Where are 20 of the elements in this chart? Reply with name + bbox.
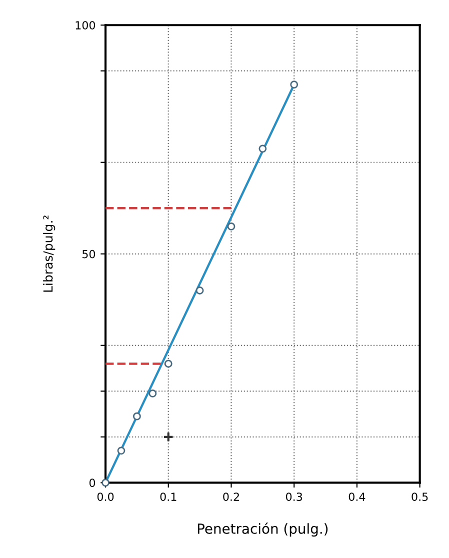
x-tick-label: 0.4 <box>348 492 366 501</box>
x-axis-title: Penetración (pulg.) <box>198 522 328 537</box>
x-tick-label: 0.5 <box>412 492 428 501</box>
point <box>162 431 174 442</box>
point <box>164 360 172 368</box>
x-tick-label: 0.2 <box>223 492 239 501</box>
y-tick-label: 50 <box>82 250 96 258</box>
point <box>196 286 204 294</box>
y-tick-label: 0 <box>89 478 96 488</box>
y-tick-label: 100 <box>76 21 96 30</box>
point <box>290 80 298 89</box>
x-tick-label: 0.3 <box>286 492 302 501</box>
point <box>258 144 267 153</box>
x-tick-label: 0.0 <box>97 492 114 501</box>
x-tick-label: 0.1 <box>160 492 176 501</box>
point <box>132 412 141 420</box>
point <box>148 389 157 398</box>
y-axis-title: Libras/pulg.² <box>43 216 56 292</box>
point <box>227 222 236 230</box>
point <box>117 446 126 455</box>
